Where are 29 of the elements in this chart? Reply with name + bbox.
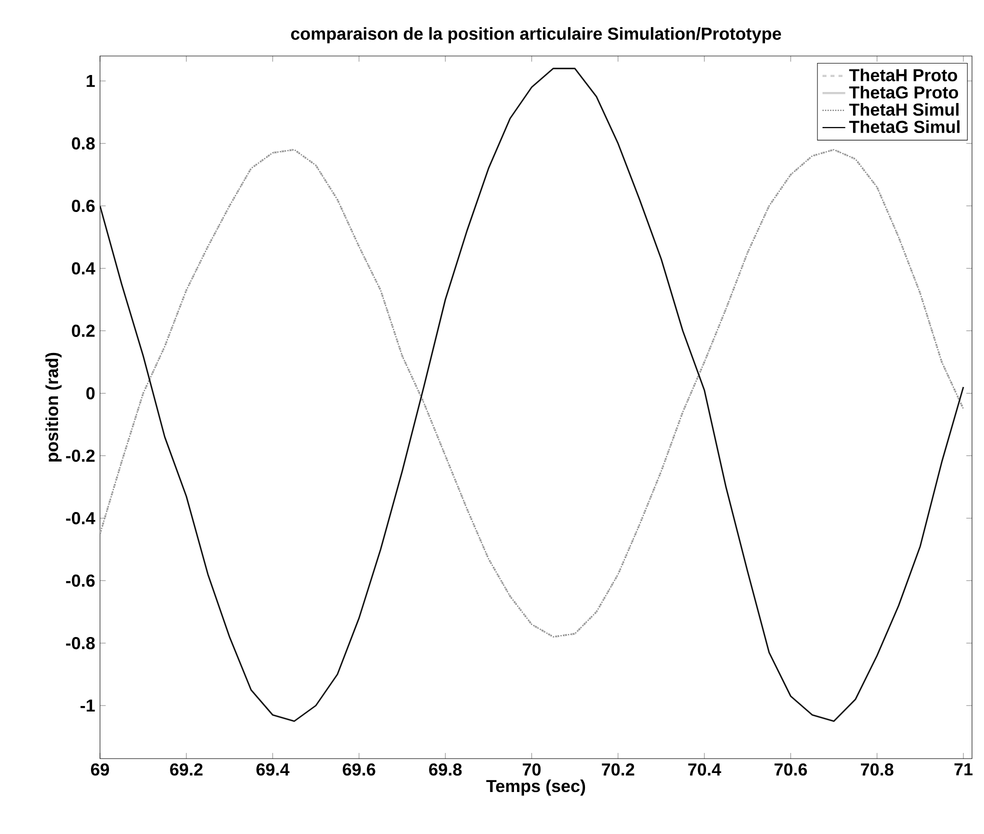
y-tick-label: -0.6 [66,574,95,587]
y-tick-label: 0 [86,387,95,400]
x-tick-label: 69 [90,763,109,776]
y-tick-label: -0.2 [66,450,95,462]
x-tick-label: 70.8 [860,763,894,776]
x-tick-label: 69.8 [429,763,462,776]
y-tick-label: -0.8 [66,636,95,650]
x-tick-label: 70.2 [602,763,634,776]
x-tick-label: 70.6 [774,763,807,776]
legend-label: ThetaH Simul [849,103,959,116]
x-tick-label: 69.2 [170,763,203,776]
x-tick-label: 70 [522,763,541,776]
x-tick-label: 69.6 [342,763,376,776]
x-tick-label: 71 [954,763,973,776]
y-tick-label: -1 [80,700,95,712]
legend-label: ThetaH Proto [849,68,958,82]
chart-title: comparaison de la position articulaire Simulation/Prototype [291,27,782,44]
y-tick-label: 0.4 [72,262,96,274]
y-tick-label: 0.2 [72,324,95,337]
y-axis-title: position (rad) [45,352,62,462]
x-axis-title: Temps (sec) [486,779,586,796]
x-tick-label: 70.4 [688,763,722,776]
legend-label: ThetaG Proto [849,86,958,99]
legend-label: ThetaG Simul [849,120,960,134]
y-tick-label: 0.8 [72,137,95,150]
y-tick-label: 1 [86,75,95,87]
x-tick-label: 69.4 [256,763,290,776]
y-tick-label: 0.6 [72,200,95,212]
y-tick-label: -0.4 [66,512,96,524]
